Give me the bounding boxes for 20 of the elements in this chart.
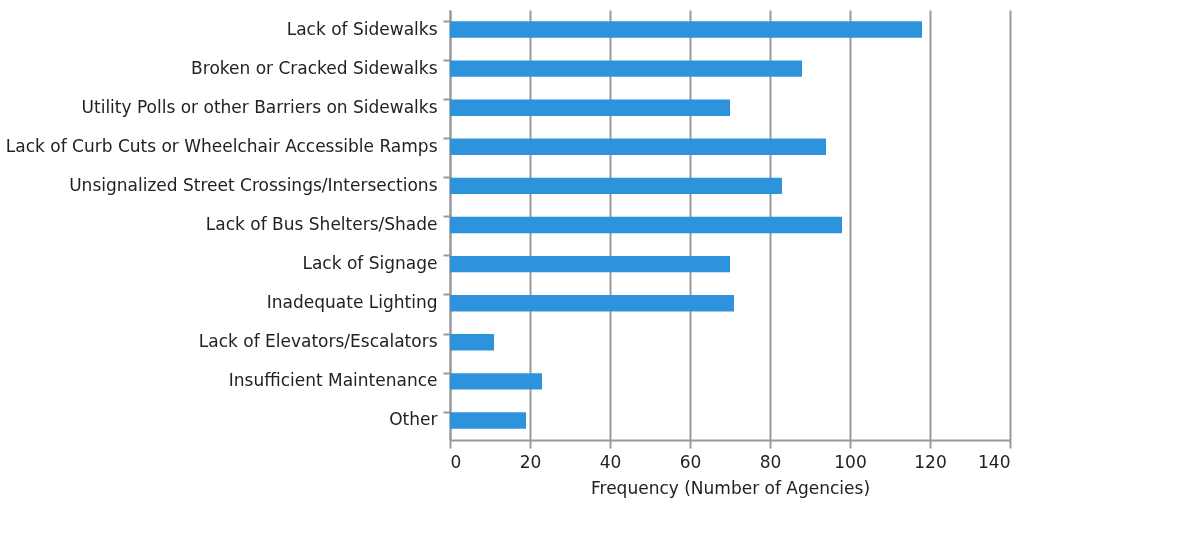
x-axis-title: Frequency (Number of Agencies) [590, 477, 871, 498]
x-tick-label: 20 [519, 451, 542, 472]
y-tick-label: Unsignalized Street Crossings/Intersections [69, 174, 438, 195]
x-tick-label: 60 [679, 451, 702, 472]
x-tick-label: 100 [834, 451, 867, 472]
x-tick-label: 120 [914, 451, 947, 472]
y-tick-label: Lack of Signage [302, 253, 438, 274]
y-tick-label: Insufficient Maintenance [228, 370, 438, 391]
x-tick-label: 40 [599, 451, 622, 472]
x-tick-label: 140 [978, 451, 1011, 472]
x-tick-label: 0 [450, 451, 462, 472]
x-tick-label: 80 [759, 451, 782, 472]
y-tick-label: Lack of Curb Cuts or Wheelchair Accessible Ramps [5, 135, 438, 156]
y-tick-label: Lack of Elevators/Escalators [198, 331, 438, 352]
y-tick-label: Inadequate Lighting [266, 292, 438, 313]
y-tick-label: Other [389, 409, 438, 430]
y-tick-label: Utility Polls or other Barriers on Sidewalks [81, 96, 438, 117]
y-tick-label: Broken or Cracked Sidewalks [191, 57, 438, 78]
y-tick-label: Lack of Bus Shelters/Shade [205, 214, 438, 234]
y-tick-label: Lack of Sidewalks [286, 18, 438, 39]
